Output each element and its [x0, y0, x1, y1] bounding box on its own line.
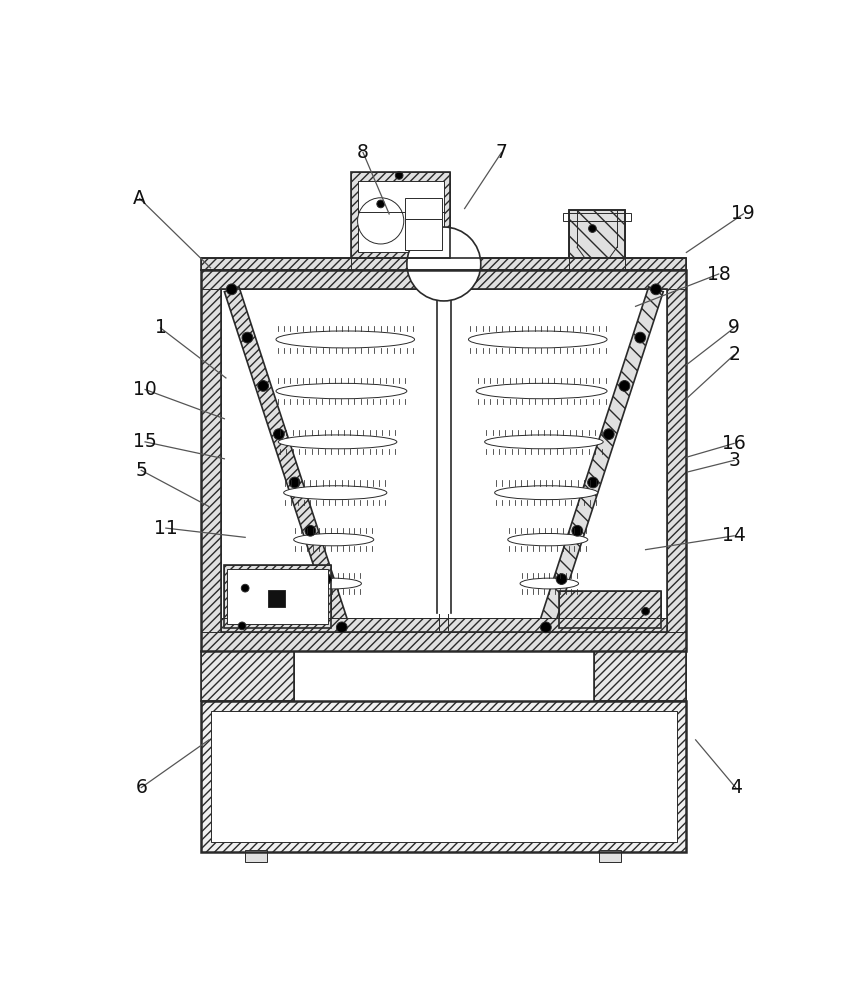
- Bar: [201, 651, 294, 701]
- Circle shape: [242, 332, 253, 343]
- Circle shape: [540, 622, 552, 633]
- Ellipse shape: [494, 486, 598, 500]
- Text: 2: 2: [728, 345, 740, 364]
- Text: 3: 3: [728, 451, 740, 470]
- Polygon shape: [559, 591, 661, 628]
- Circle shape: [556, 574, 567, 584]
- Bar: [228, 569, 327, 624]
- Text: 15: 15: [133, 432, 157, 451]
- Text: 5: 5: [135, 461, 147, 480]
- Bar: [201, 258, 687, 270]
- Circle shape: [274, 429, 284, 440]
- Polygon shape: [352, 258, 450, 270]
- Circle shape: [238, 622, 246, 630]
- Bar: [268, 590, 285, 607]
- Text: 19: 19: [732, 204, 755, 223]
- Ellipse shape: [294, 533, 374, 546]
- Text: 1: 1: [154, 318, 166, 337]
- Text: 11: 11: [154, 519, 178, 538]
- Bar: [201, 701, 687, 852]
- Text: 16: 16: [722, 434, 746, 453]
- Circle shape: [289, 477, 300, 488]
- Circle shape: [226, 284, 237, 295]
- Polygon shape: [201, 701, 687, 852]
- Circle shape: [258, 381, 268, 391]
- Circle shape: [635, 332, 646, 343]
- Bar: [201, 270, 687, 651]
- Bar: [245, 850, 267, 862]
- Ellipse shape: [476, 383, 607, 399]
- Circle shape: [588, 477, 598, 488]
- Polygon shape: [223, 565, 332, 628]
- Ellipse shape: [276, 383, 407, 399]
- Ellipse shape: [303, 578, 361, 589]
- Bar: [221, 289, 667, 632]
- Bar: [358, 181, 444, 252]
- Circle shape: [305, 525, 316, 536]
- Ellipse shape: [507, 533, 588, 546]
- Text: 7: 7: [495, 143, 507, 162]
- Circle shape: [572, 525, 583, 536]
- Bar: [405, 198, 443, 219]
- Ellipse shape: [469, 331, 607, 348]
- Bar: [223, 565, 332, 628]
- Text: 4: 4: [730, 778, 741, 797]
- Bar: [569, 210, 624, 258]
- Circle shape: [604, 429, 614, 440]
- Bar: [563, 213, 631, 221]
- Polygon shape: [201, 270, 687, 289]
- Circle shape: [358, 198, 404, 244]
- Text: 18: 18: [707, 264, 731, 284]
- Ellipse shape: [284, 486, 387, 500]
- Circle shape: [642, 607, 650, 615]
- Ellipse shape: [278, 435, 397, 449]
- Circle shape: [320, 574, 332, 584]
- Bar: [559, 591, 661, 628]
- Polygon shape: [352, 172, 450, 258]
- Polygon shape: [201, 651, 294, 701]
- Polygon shape: [539, 287, 663, 630]
- Circle shape: [589, 225, 597, 232]
- Circle shape: [336, 622, 347, 633]
- Text: 9: 9: [728, 318, 740, 337]
- Bar: [210, 711, 677, 842]
- Polygon shape: [201, 270, 221, 651]
- Text: A: A: [133, 189, 146, 208]
- Polygon shape: [201, 258, 687, 270]
- Ellipse shape: [276, 331, 415, 348]
- Polygon shape: [569, 210, 624, 258]
- Bar: [405, 219, 443, 250]
- Bar: [599, 850, 621, 862]
- Text: 8: 8: [357, 143, 369, 162]
- Circle shape: [377, 200, 385, 208]
- Circle shape: [242, 584, 249, 592]
- Circle shape: [650, 284, 662, 295]
- Polygon shape: [201, 632, 687, 651]
- Circle shape: [395, 172, 403, 179]
- Ellipse shape: [520, 578, 578, 589]
- Polygon shape: [667, 270, 687, 651]
- Text: 6: 6: [135, 778, 147, 797]
- Polygon shape: [569, 258, 624, 270]
- Polygon shape: [221, 618, 667, 632]
- Text: 14: 14: [722, 526, 746, 545]
- Text: 10: 10: [133, 380, 157, 399]
- Bar: [352, 172, 450, 258]
- Bar: [569, 210, 624, 258]
- Ellipse shape: [485, 435, 604, 449]
- Circle shape: [407, 227, 481, 301]
- Circle shape: [619, 381, 630, 391]
- Polygon shape: [594, 651, 687, 701]
- Polygon shape: [224, 287, 349, 630]
- Bar: [594, 651, 687, 701]
